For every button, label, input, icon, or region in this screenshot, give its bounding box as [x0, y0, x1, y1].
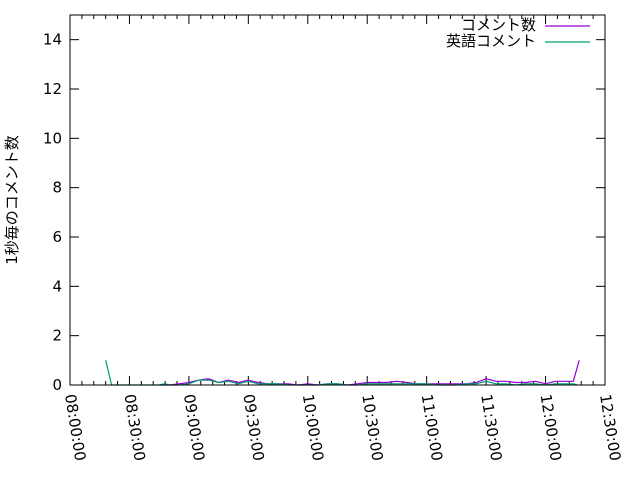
x-tick-label: 08:00:00	[61, 393, 89, 462]
x-tick-label: 11:00:00	[418, 393, 446, 462]
legend-label-0: コメント数	[461, 16, 536, 34]
y-axis-label: 1秒毎のコメント数	[3, 135, 21, 265]
y-tick-label: 14	[43, 31, 62, 49]
y-tick-label: 4	[52, 277, 62, 295]
y-tick-label: 10	[43, 129, 62, 147]
legend: コメント数 英語コメント	[446, 16, 590, 50]
y-tick-label: 8	[52, 179, 62, 197]
y-tick-label: 6	[52, 228, 62, 246]
x-tick-label: 10:30:00	[358, 393, 386, 462]
series-line-0	[159, 360, 580, 386]
y-tick-label: 2	[52, 327, 62, 345]
x-tick-label: 11:30:00	[477, 393, 505, 462]
axes: 0 2 4 6 8 10 12 14 08:00:00 08:30:00 09:00:00 09:30…	[43, 15, 624, 462]
x-tick-label: 12:30:00	[596, 393, 624, 462]
x-tick-label: 09:30:00	[239, 393, 267, 462]
y-tick-label: 0	[52, 376, 62, 394]
x-tick-label: 08:30:00	[120, 393, 148, 462]
plot-frame	[69, 14, 606, 386]
legend-label-1: 英語コメント	[446, 32, 536, 50]
x-tick-label: 10:00:00	[299, 393, 327, 462]
y-tick-label: 12	[43, 80, 62, 98]
x-tick-label: 12:00:00	[537, 393, 565, 462]
x-tick-label: 09:00:00	[180, 393, 208, 462]
